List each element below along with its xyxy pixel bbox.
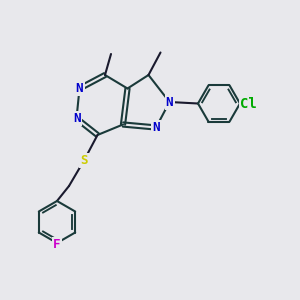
Text: N: N (152, 121, 160, 134)
Text: S: S (80, 154, 88, 167)
Text: F: F (53, 238, 61, 251)
Text: Cl: Cl (240, 97, 257, 110)
Text: N: N (73, 112, 80, 125)
Text: N: N (166, 95, 173, 109)
Text: N: N (76, 82, 83, 95)
